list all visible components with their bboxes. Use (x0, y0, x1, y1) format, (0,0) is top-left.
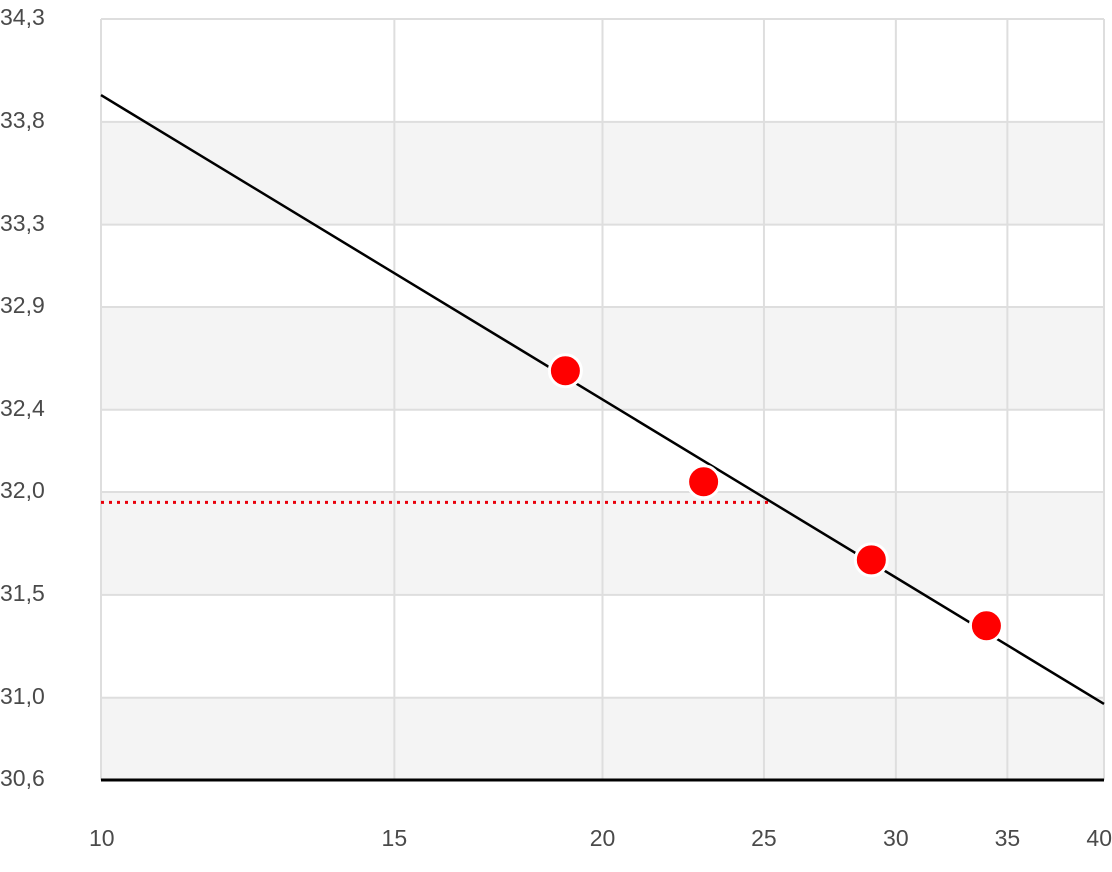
x-tick-label: 15 (382, 825, 408, 851)
point (547, 353, 583, 389)
y-tick-label: 33,8 (0, 107, 45, 133)
y-tick-label: 30,6 (0, 765, 45, 791)
x-tick-label: 25 (751, 825, 777, 851)
y-tick-label: 32,4 (0, 395, 45, 421)
y-tick-label: 34,3 (0, 4, 45, 30)
y-tick-label: 32,0 (0, 477, 45, 503)
y-tick-label: 32,9 (0, 292, 45, 318)
x-tick-label: 20 (590, 825, 616, 851)
point (968, 608, 1004, 644)
fit-line (100, 94, 1105, 705)
x-tick-label: 40 (1086, 825, 1112, 851)
y-tick-label: 31,0 (0, 683, 45, 709)
x-tick-label: 35 (995, 825, 1021, 851)
x-tick-label: 10 (89, 825, 115, 851)
y-tick-label: 33,3 (0, 210, 45, 236)
point (853, 542, 889, 578)
point (686, 464, 722, 500)
y-tick-label: 31,5 (0, 580, 45, 606)
x-tick-label: 30 (883, 825, 909, 851)
